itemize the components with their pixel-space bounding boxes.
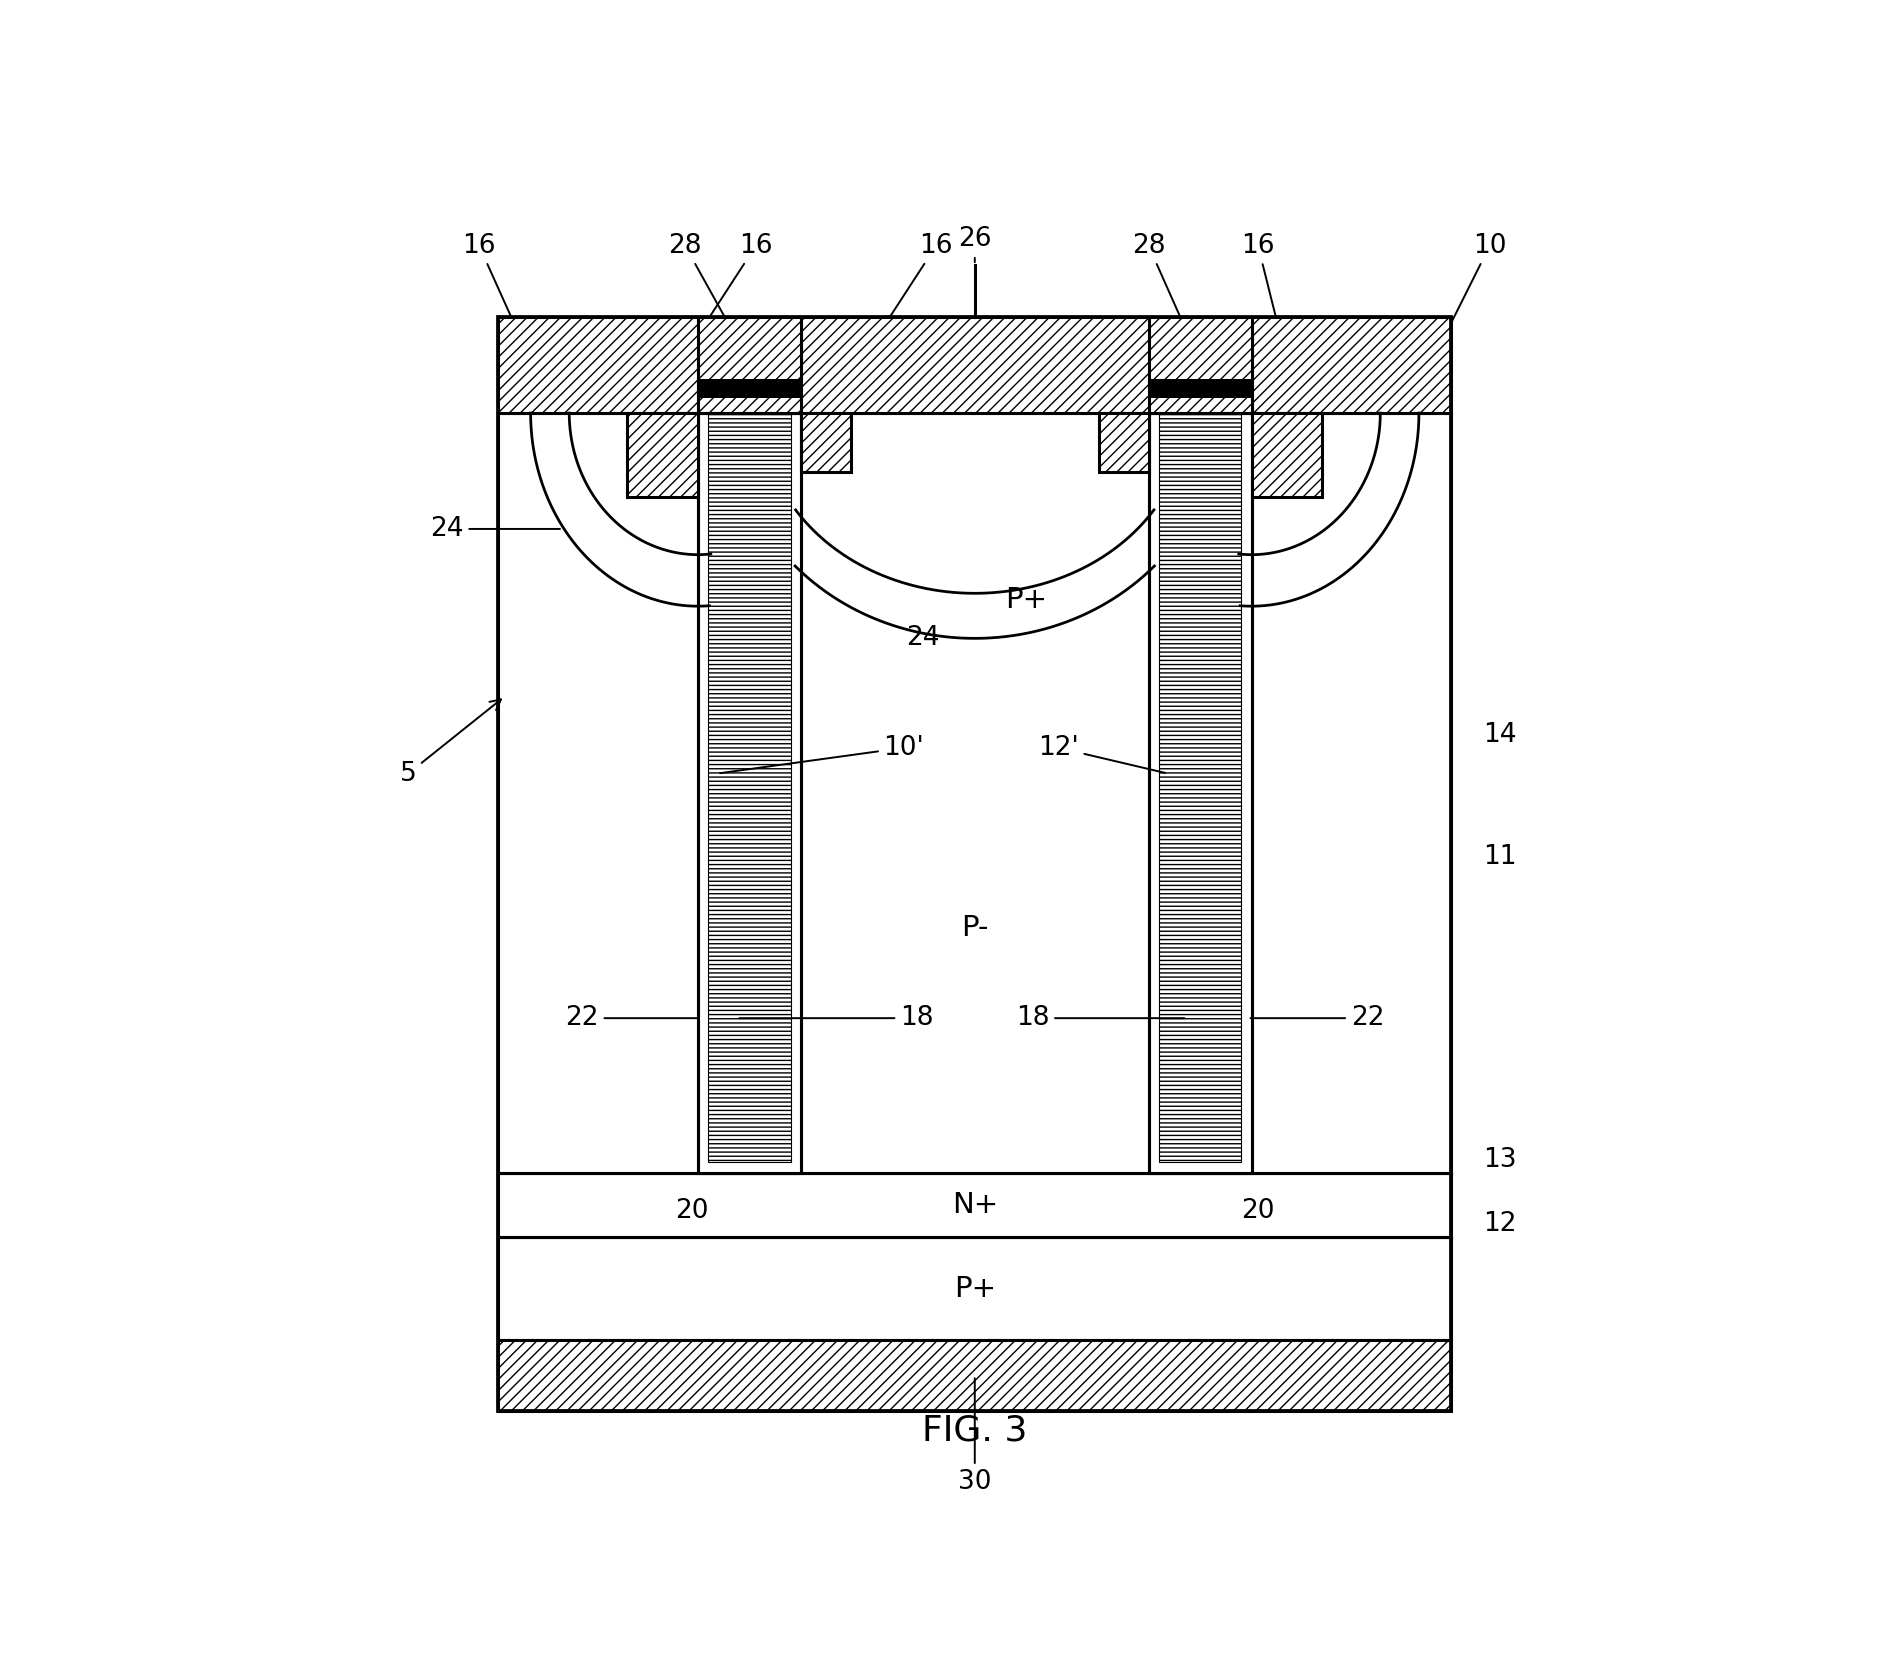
Text: 16: 16 [1242,232,1290,371]
Text: FIG. 3: FIG. 3 [922,1413,1027,1448]
Text: P-: P- [961,915,989,941]
Text: 11: 11 [1484,844,1516,869]
Bar [1149,380,1252,398]
Text: 12: 12 [1484,1211,1516,1237]
Text: 20: 20 [1242,1199,1274,1224]
Text: 30: 30 [959,1378,991,1495]
Bar [1149,413,1252,1172]
Text: 18: 18 [740,1005,934,1032]
Bar [801,316,1149,413]
Text: 20: 20 [675,1199,708,1224]
Bar [628,413,698,497]
Bar [1099,413,1149,472]
Text: 24: 24 [430,517,559,542]
Text: 12': 12' [1038,734,1166,772]
Bar [708,413,791,1162]
Bar [1158,413,1242,1162]
Bar [498,1237,1451,1339]
Bar [698,316,801,413]
Bar [698,413,801,1172]
Bar [698,380,801,398]
Bar [498,316,1451,1411]
Text: 10': 10' [721,734,924,772]
Bar [498,1172,1451,1237]
Text: 24: 24 [907,625,940,652]
Text: N+: N+ [951,1190,999,1219]
Text: 22: 22 [1250,1005,1385,1032]
Text: 14: 14 [1484,722,1516,747]
Text: 16: 16 [673,232,772,373]
Text: 16: 16 [462,232,536,371]
Text: P+: P+ [1006,585,1048,614]
Bar [1149,316,1252,413]
Bar [498,1339,1451,1411]
Text: 18: 18 [1016,1005,1185,1032]
Text: 10: 10 [1440,232,1506,344]
Text: 28: 28 [1132,232,1198,359]
Bar [1149,413,1252,1172]
Bar [498,413,1451,1172]
Bar [1252,316,1451,413]
Bar [801,413,850,472]
Bar [698,413,801,1172]
Text: 26: 26 [959,226,991,263]
Text: 5: 5 [399,699,500,786]
Text: 13: 13 [1484,1147,1516,1172]
Text: 28: 28 [668,232,747,359]
Bar [498,316,698,413]
Text: 22: 22 [565,1005,700,1032]
Text: P+: P+ [953,1274,997,1302]
Bar [1252,413,1322,497]
Text: 16: 16 [854,232,953,373]
